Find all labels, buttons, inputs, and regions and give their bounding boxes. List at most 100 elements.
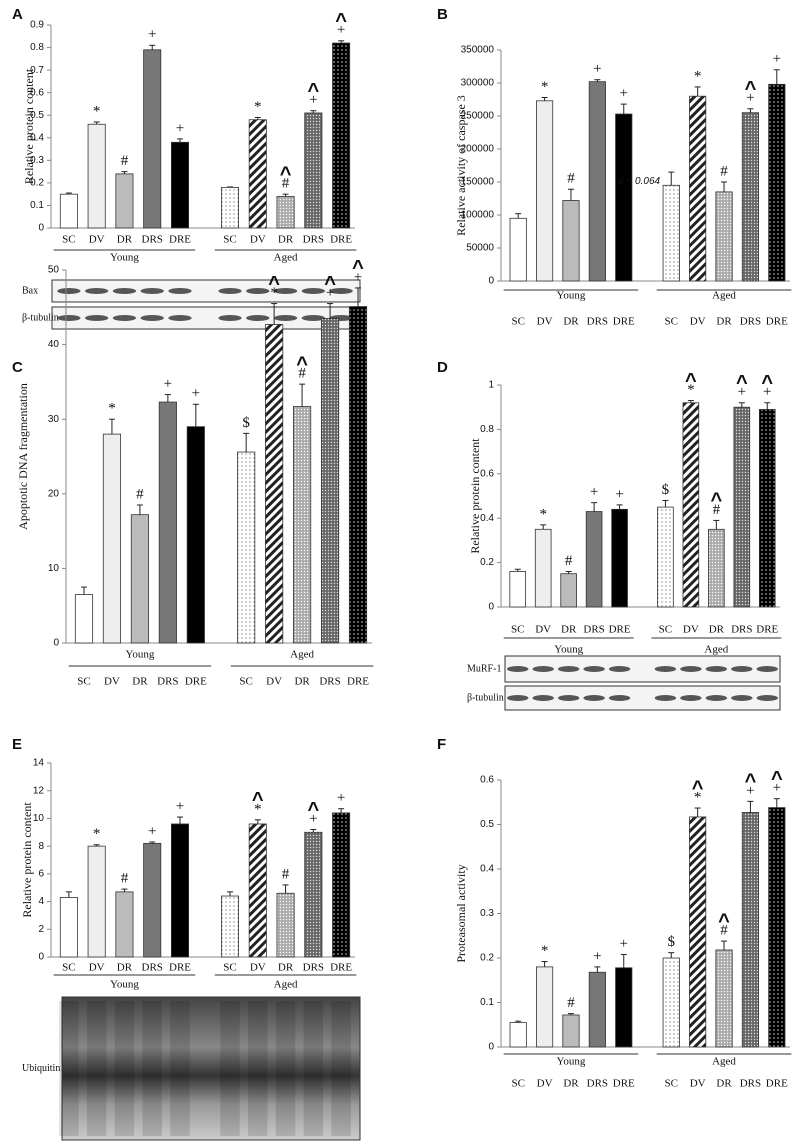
- blot-band: [532, 695, 554, 701]
- bar: [615, 967, 633, 1048]
- x-tick-label: DV: [266, 676, 282, 688]
- annotation: *: [108, 401, 116, 417]
- blot-band: [532, 666, 554, 672]
- error-bar: [271, 303, 278, 325]
- annotation: +: [337, 22, 345, 38]
- error-bar: [327, 303, 334, 319]
- x-tick-label: DRE: [330, 234, 352, 246]
- annotation: ^: [335, 10, 347, 32]
- group-label: Aged: [712, 1056, 736, 1068]
- annotation: ^: [745, 771, 757, 793]
- bar: [304, 112, 323, 229]
- annotation: +: [309, 811, 317, 827]
- x-tick-label: DR: [117, 962, 133, 974]
- blot-lane: [331, 1001, 351, 1136]
- annotation: +: [773, 51, 781, 67]
- annotation: #: [567, 171, 575, 187]
- bar: [689, 95, 707, 282]
- annotation: +: [176, 120, 184, 136]
- group-label: Aged: [712, 290, 736, 302]
- bar: [248, 119, 267, 229]
- y-tick-label: 0.5: [480, 819, 494, 830]
- blot-band: [329, 288, 353, 294]
- blot-band: [583, 695, 605, 701]
- y-tick-label: 0.1: [480, 997, 494, 1008]
- annotation: #: [282, 176, 290, 192]
- error-bar: [662, 499, 669, 508]
- x-tick-label: DRS: [740, 316, 761, 328]
- y-tick-label: 0.8: [480, 424, 494, 435]
- error-bar: [93, 844, 100, 847]
- y-tick-label: 20: [48, 488, 60, 499]
- bar: [59, 193, 78, 229]
- x-tick-label: DV: [250, 962, 266, 974]
- x-tick-label: DRE: [169, 962, 191, 974]
- annotation: +: [148, 27, 156, 43]
- annotation: ^: [761, 372, 773, 394]
- annotation: *: [93, 103, 101, 119]
- blot-frame: [51, 279, 361, 303]
- bar: [158, 401, 177, 644]
- blot-band: [680, 666, 702, 672]
- error-bar: [514, 568, 521, 572]
- bar: [276, 892, 295, 958]
- x-tick-label: DRE: [756, 624, 778, 636]
- error-bar: [694, 807, 701, 817]
- blot-band: [246, 288, 270, 294]
- x-tick-label: DRS: [587, 1078, 608, 1090]
- error-bar: [747, 800, 754, 813]
- annotation: #: [121, 871, 129, 887]
- blot-band: [507, 666, 529, 672]
- annotation: #: [713, 502, 721, 518]
- annotation: #: [565, 553, 573, 569]
- blot-band: [608, 695, 631, 701]
- group-label: Aged: [290, 649, 314, 661]
- annotation: $: [662, 482, 670, 498]
- bar: [560, 573, 577, 608]
- x-tick-label: DRE: [609, 624, 631, 636]
- x-tick-label: SC: [62, 962, 75, 974]
- blot-band: [557, 695, 580, 701]
- bar: [733, 406, 751, 608]
- x-tick-label: DV: [690, 316, 706, 328]
- x-tick-label: DR: [563, 316, 579, 328]
- y-tick-label: 0: [38, 223, 44, 234]
- y-tick-label: 0: [53, 638, 59, 649]
- x-tick-label: DV: [537, 316, 553, 328]
- error-bar: [594, 966, 601, 973]
- y-axis-label: Apoptotic DNA fragmentation: [16, 383, 30, 530]
- error-bar: [721, 940, 728, 950]
- blot-band: [85, 315, 109, 321]
- annotation: ^: [745, 78, 757, 100]
- bar: [170, 823, 190, 958]
- blot-band: [731, 666, 753, 672]
- annotation: +: [773, 780, 781, 796]
- y-tick-label: 0.3: [30, 155, 44, 166]
- blot-band: [756, 695, 778, 701]
- annotation: +: [176, 798, 184, 814]
- error-bar: [177, 816, 183, 824]
- blot-band: [273, 288, 298, 294]
- bar: [682, 402, 700, 608]
- annotation: +: [620, 936, 628, 952]
- annotation: *: [541, 943, 549, 959]
- group-label: Young: [557, 290, 586, 302]
- bar: [293, 406, 312, 644]
- error-bar: [310, 829, 317, 833]
- y-tick-label: 0.8: [30, 42, 44, 53]
- annotation: +: [148, 823, 156, 839]
- bar: [348, 306, 368, 644]
- blot-band: [57, 288, 81, 294]
- blot-lane: [114, 1001, 135, 1136]
- error-bar: [764, 402, 771, 410]
- error-bar: [164, 394, 171, 403]
- blot-band: [654, 666, 677, 672]
- y-axis-label: Relative protein content: [22, 68, 36, 184]
- annotation: ^: [280, 163, 292, 185]
- bar: [170, 141, 190, 229]
- x-tick-label: SC: [77, 676, 90, 688]
- error-bar: [299, 383, 306, 407]
- group-label: Young: [557, 1056, 586, 1068]
- y-tick-label: 6: [38, 868, 44, 879]
- blot-band: [756, 666, 778, 672]
